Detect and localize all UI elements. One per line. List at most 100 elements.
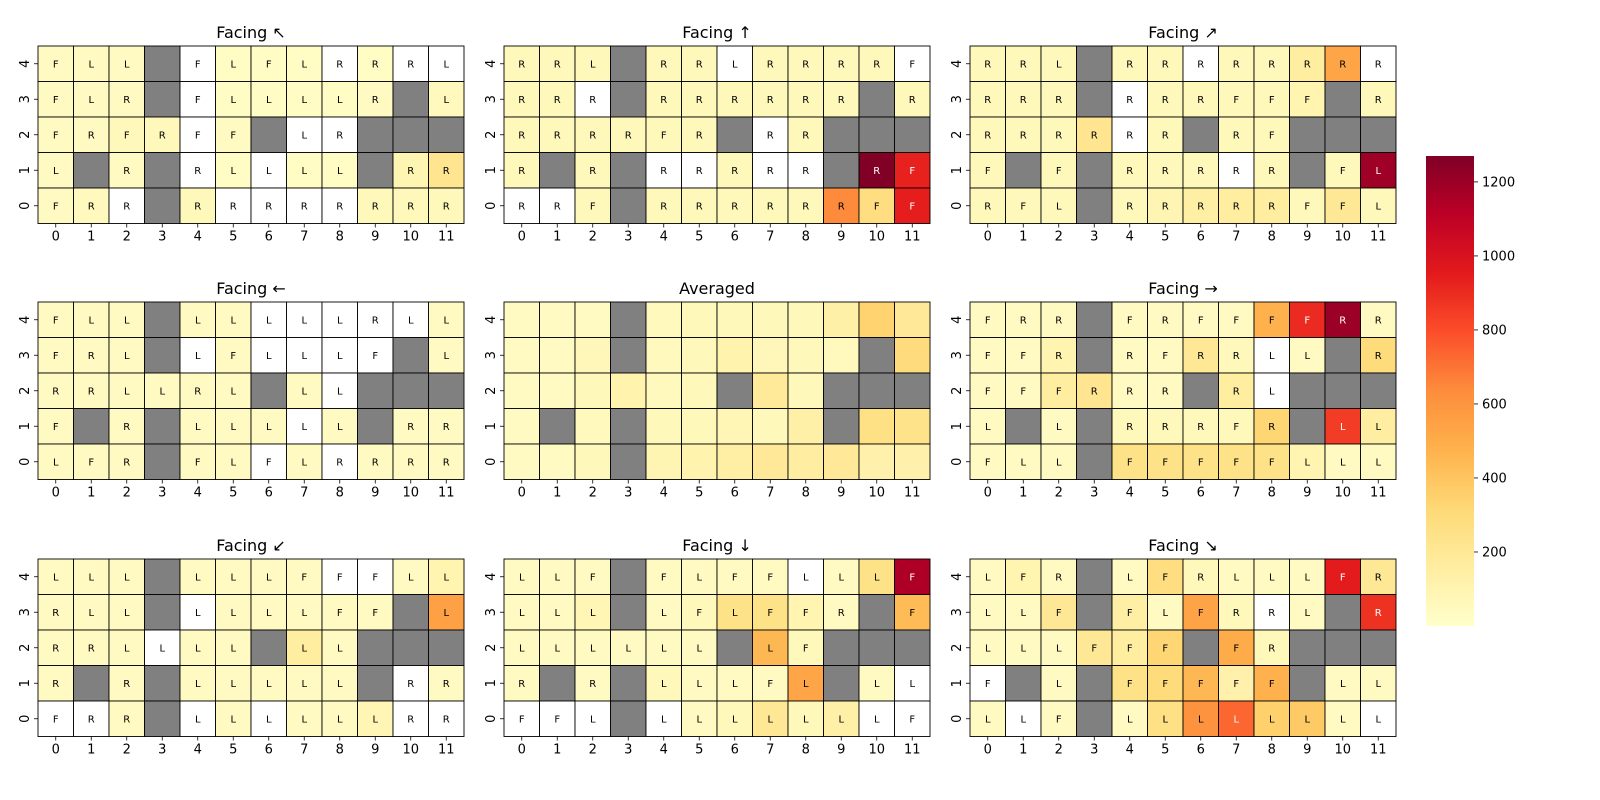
cell-label: L [554,572,560,583]
cell-label: R [194,166,201,177]
heatmap-cell [428,558,465,595]
x-tick-label: 2 [123,743,131,758]
cell-label: L [266,679,272,690]
cell-label: L [1020,457,1026,468]
heatmap-cell [1147,337,1184,374]
cell-label: R [1091,130,1098,141]
heatmap-cell [539,629,576,666]
cell-label: R [767,130,774,141]
heatmap-cell [108,81,145,118]
heatmap-cell [1360,337,1397,374]
heatmap-cell [716,116,753,153]
heatmap-cell [357,594,394,631]
x-tick-label: 11 [904,486,921,501]
cell-label: R [407,457,414,468]
heatmap-cell [144,443,181,480]
x-tick-label: 9 [837,230,845,245]
heatmap-cell [752,558,789,595]
cell-label: R [443,166,450,177]
cell-label: L [1340,679,1346,690]
cell-label: F [230,130,236,141]
cell-label: R [88,130,95,141]
cell-label: F [53,351,59,362]
x-tick-label: 2 [589,486,597,501]
cell-label: F [195,457,201,468]
cell-label: L [124,59,130,70]
heatmap-cell [1076,337,1113,374]
x-tick-label: 6 [731,486,739,501]
y-tick-label: 2 [484,644,499,652]
heatmap-cell [1147,187,1184,224]
cell-label: L [88,315,94,326]
cell-label: R [336,59,343,70]
heatmap-panel: Facing → F R R F R F F F F R R F F R R F R R L L R F F F R R R R L L L R… [950,279,1397,501]
heatmap-cell [428,700,465,737]
heatmap-cell [1289,629,1326,666]
cell-label: L [443,572,449,583]
cell-label: R [407,679,414,690]
cell-label: L [1375,422,1381,433]
cell-label: L [1304,714,1310,725]
x-tick-label: 8 [336,486,344,501]
cell-label: F [1056,714,1062,725]
heatmap-cell [574,301,611,338]
heatmap-cell [1289,152,1326,189]
cell-label: L [1020,714,1026,725]
heatmap-cell [574,629,611,666]
cell-label: L [337,166,343,177]
y-tick-label: 2 [18,644,33,652]
cell-label: R [372,315,379,326]
heatmap-cell [610,408,647,445]
heatmap-cell [286,301,323,338]
heatmap-cell [503,408,540,445]
heatmap-cell [1005,408,1042,445]
y-tick-label: 4 [484,573,499,581]
y-tick-label: 4 [18,60,33,68]
cell-label: R [1126,386,1133,397]
cell-label: R [802,130,809,141]
heatmap-cell [645,408,682,445]
cell-label: L [519,572,525,583]
cell-label: R [696,166,703,177]
panel-title: Facing ← [216,279,286,298]
cell-label: R [984,59,991,70]
x-tick-label: 9 [1303,486,1311,501]
heatmap-cell [357,116,394,153]
cell-label: R [1055,130,1062,141]
cell-label: F [88,457,94,468]
heatmap-cell [321,116,358,153]
cell-label: R [1197,95,1204,106]
heatmap-cell [969,187,1006,224]
heatmap-cell [503,700,540,737]
x-tick-label: 0 [984,743,992,758]
cell-label: F [1198,608,1204,619]
cell-label: L [301,315,307,326]
heatmap-cell [681,443,718,480]
heatmap-cell [858,45,895,82]
cell-label: L [1375,679,1381,690]
cell-label: L [124,386,130,397]
heatmap-cell [144,558,181,595]
heatmap-cell [144,81,181,118]
cell-label: L [301,679,307,690]
x-tick-label: 4 [660,743,668,758]
heatmap-cell [73,665,110,702]
cell-label: F [1020,351,1026,362]
y-tick-label: 4 [950,573,965,581]
heatmap-cell [894,81,931,118]
heatmap-panel: Facing ← F L L L L L L L R L L F R L L F L L L F L R R L L R L L L F R L… [18,279,465,501]
cell-label: L [443,315,449,326]
cell-label: R [1126,201,1133,212]
heatmap-panel: Facing ↘ L F R L F R L L L F R L L F F L F R R L R L L L F F F F R F L F… [950,536,1397,758]
cell-label: L [337,386,343,397]
cell-label: R [660,95,667,106]
heatmap-cell [1147,301,1184,338]
cell-label: L [372,714,378,725]
cell-label: L [909,679,915,690]
x-tick-label: 7 [1232,486,1240,501]
heatmap-cell [73,443,110,480]
heatmap-cell [823,45,860,82]
x-tick-label: 9 [837,486,845,501]
cell-label: L [1304,457,1310,468]
y-tick-label: 1 [18,166,33,174]
